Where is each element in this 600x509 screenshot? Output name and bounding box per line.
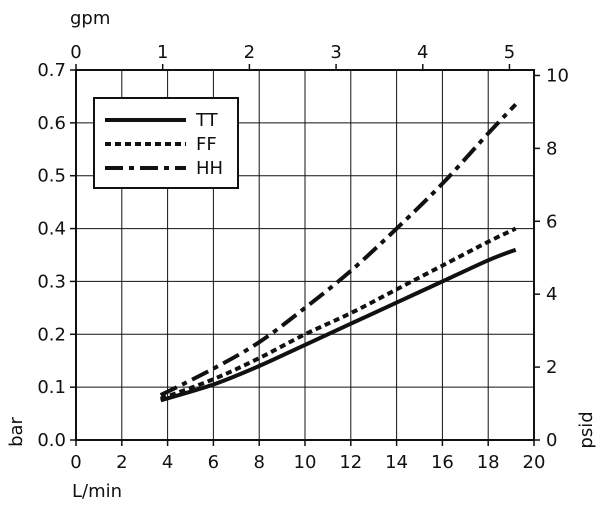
series-line-hh (159, 103, 518, 397)
y-axis-label: bar (6, 416, 27, 446)
y-tick-label: 0.6 (37, 113, 66, 134)
grid (76, 70, 534, 440)
y2-tick-label: 4 (546, 284, 557, 305)
y-tick-label: 0.3 (37, 271, 66, 292)
x2-tick-label: 3 (330, 42, 341, 63)
y-tick-label: 0.0 (37, 430, 66, 451)
x-tick-label: 4 (162, 452, 173, 473)
legend-label-hh: HH (196, 158, 223, 179)
x-tick-label: 10 (294, 452, 317, 473)
x-tick-label: 8 (253, 452, 264, 473)
tick-labels: 0 2 4 6 8 10 12 14 16 18 200.00.10.20.30.40.50.60.… (37, 42, 569, 473)
legend-label-tt: TT (195, 110, 219, 131)
y2-tick-label: 10 (546, 65, 569, 86)
y2-axis-label: psid (576, 411, 597, 448)
x-axis-label: L/min (72, 481, 122, 502)
x-tick-label: 12 (339, 452, 362, 473)
x-tick-label: 0 (70, 452, 81, 473)
x-tick-label: 2 (116, 452, 127, 473)
y-tick-label: 0.1 (37, 377, 66, 398)
x2-tick-label: 0 (70, 42, 81, 63)
y-tick-label: 0.7 (37, 60, 66, 81)
y2-tick-label: 0 (546, 430, 557, 451)
y-tick-label: 0.4 (37, 219, 66, 240)
y2-tick-label: 2 (546, 357, 557, 378)
y-tick-label: 0.5 (37, 166, 66, 187)
x2-axis-label: gpm (70, 8, 110, 29)
series-line-tt (160, 247, 517, 403)
x-tick-label: 16 (431, 452, 454, 473)
x-tick-label: 14 (385, 452, 408, 473)
x-tick-label: 18 (477, 452, 500, 473)
y2-tick-label: 8 (546, 138, 557, 159)
x2-tick-label: 4 (417, 42, 428, 63)
legend: TT FF HH (93, 97, 239, 189)
x2-tick-label: 5 (504, 42, 515, 63)
legend-label-ff: FF (196, 134, 217, 155)
legend-entries: TT FF HH (105, 110, 223, 179)
x-tick-label: 6 (208, 452, 219, 473)
ticks (70, 64, 540, 446)
series-line-ff (159, 226, 517, 401)
x2-tick-label: 2 (244, 42, 255, 63)
y-tick-label: 0.2 (37, 324, 66, 345)
x2-tick-label: 1 (157, 42, 168, 63)
series-group (159, 103, 518, 403)
x-tick-label: 20 (523, 452, 546, 473)
y2-tick-label: 6 (546, 211, 557, 232)
